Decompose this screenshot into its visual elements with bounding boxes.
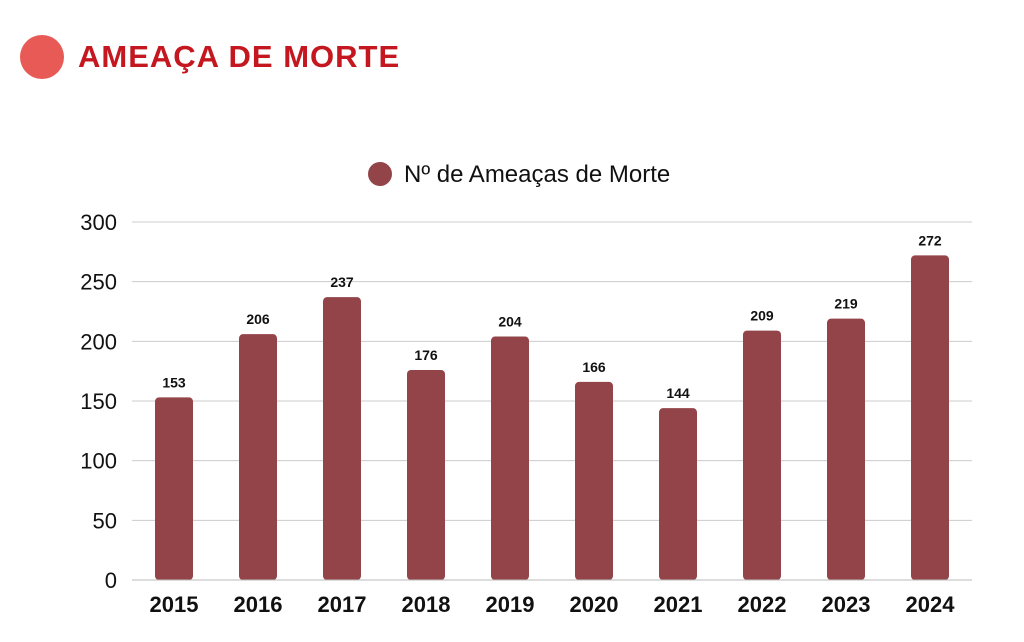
data-label: 144 [666,385,690,401]
y-tick-label: 250 [80,270,117,295]
data-label: 153 [162,374,186,390]
x-tick-label: 2019 [486,592,535,617]
y-tick-label: 50 [93,508,117,533]
data-label: 166 [582,359,606,375]
x-tick-label: 2023 [822,592,871,617]
x-tick-label: 2017 [318,592,367,617]
y-tick-label: 0 [105,568,117,593]
bar [659,408,697,580]
data-label: 219 [834,296,858,312]
bar [911,255,949,580]
y-tick-label: 150 [80,389,117,414]
x-tick-label: 2022 [738,592,787,617]
x-tick-label: 2018 [402,592,451,617]
x-tick-label: 2024 [906,592,956,617]
bar [743,330,781,580]
y-tick-label: 300 [80,210,117,235]
legend-marker-icon [368,162,392,186]
header: AMEAÇA DE MORTE [20,33,400,81]
bar [155,397,193,580]
x-tick-label: 2021 [654,592,703,617]
y-tick-label: 100 [80,449,117,474]
x-tick-label: 2015 [150,592,199,617]
y-tick-label: 200 [80,329,117,354]
data-label: 237 [330,274,354,290]
data-label: 204 [498,314,522,330]
bar [323,297,361,580]
legend-label: Nº de Ameaças de Morte [404,161,670,188]
data-label: 206 [246,311,270,327]
data-label: 176 [414,347,438,363]
page-title: AMEAÇA DE MORTE [78,39,401,74]
bar [239,334,277,580]
red-circle-icon [20,35,64,79]
x-tick-label: 2016 [234,592,283,617]
data-label: 209 [750,308,774,324]
bar [407,369,445,580]
bar [827,318,865,580]
bar [491,336,529,580]
data-label: 272 [918,232,942,248]
bar [575,381,613,580]
x-tick-label: 2020 [570,592,619,617]
